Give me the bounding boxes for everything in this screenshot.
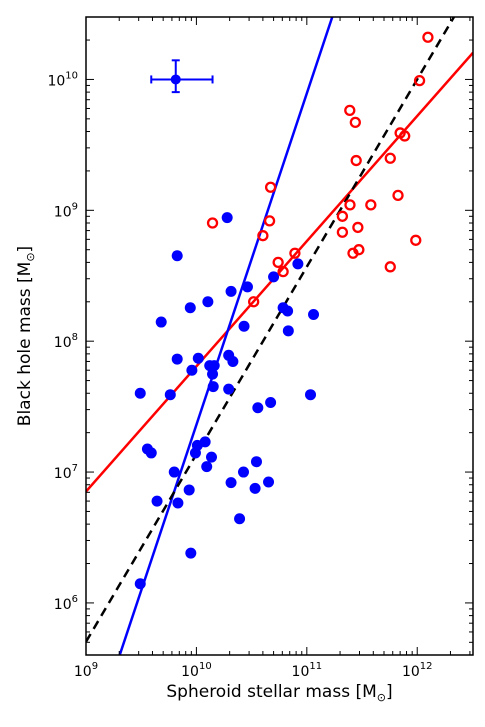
point-blue-35: [201, 461, 213, 473]
point-red-8: [264, 181, 277, 193]
x-axis-label-main: Spheroid stellar mass [M: [166, 682, 376, 702]
x-tick-label: 1012: [402, 661, 433, 680]
point-blue-0: [171, 250, 183, 262]
point-blue-40: [225, 477, 237, 489]
y-tick-label: 1010: [47, 70, 78, 89]
y-axis-label-main: Black hole mass [M: [15, 262, 35, 427]
point-red-11: [365, 199, 377, 211]
point-red-17: [336, 226, 349, 238]
point-blue-7: [238, 320, 250, 332]
point-blue-26: [223, 383, 235, 395]
y-tick-label: 109: [54, 201, 78, 220]
point-red-6: [350, 154, 362, 167]
x-axis-label-close: ]: [386, 682, 393, 702]
point-blue-42: [183, 484, 195, 496]
point-blue-5: [225, 285, 237, 297]
y-tick-label: 107: [54, 463, 78, 482]
point-blue-20: [192, 352, 204, 364]
error-bar: [150, 59, 214, 94]
point-blue-2: [155, 316, 167, 328]
x-tick-label: 1010: [181, 661, 212, 680]
point-red-7: [384, 152, 396, 164]
point-blue-44: [172, 497, 184, 509]
point-blue-39: [263, 476, 275, 488]
fit-line-2: [86, 17, 456, 643]
point-blue-14: [305, 389, 317, 401]
point-blue-12: [282, 325, 294, 337]
point-red-0: [422, 31, 434, 43]
error-bar-center: [170, 74, 181, 85]
point-blue-36: [168, 466, 180, 478]
x-tick-label: 1011: [292, 661, 323, 680]
point-blue-43: [151, 495, 163, 507]
x-axis-label-sub: ⊙: [377, 691, 386, 704]
point-blue-28: [164, 389, 176, 401]
point-blue-47: [134, 578, 146, 590]
point-blue-16: [252, 402, 264, 414]
point-blue-24: [207, 368, 219, 380]
y-axis-label-sub: ⊙: [24, 252, 37, 261]
point-blue-41: [249, 482, 261, 494]
point-red-13: [206, 217, 219, 229]
plot-clipped-group: [86, 17, 473, 655]
point-blue-23: [208, 360, 220, 372]
x-tick-label: 109: [74, 661, 98, 680]
point-red-21: [289, 247, 301, 259]
point-red-2: [344, 104, 356, 117]
point-red-18: [410, 234, 422, 246]
fit-line-1: [118, 17, 334, 655]
point-blue-18: [227, 355, 239, 367]
point-blue-34: [206, 451, 218, 463]
point-red-12: [336, 210, 349, 222]
point-blue-27: [134, 387, 146, 399]
point-red-16: [257, 230, 269, 242]
point-red-15: [352, 221, 364, 234]
y-tick-label: 106: [54, 594, 78, 613]
point-blue-46: [185, 547, 197, 559]
point-red-24: [384, 261, 396, 273]
y-axis-label: Black hole mass [M⊙]: [15, 246, 37, 426]
point-blue-11: [282, 305, 294, 317]
point-blue-37: [237, 466, 249, 478]
point-blue-1: [221, 212, 233, 224]
axis-ticks: [85, 16, 473, 656]
point-red-9: [392, 189, 404, 202]
point-red-20: [347, 247, 359, 259]
point-blue-33: [189, 447, 201, 459]
point-red-1: [413, 74, 426, 87]
point-blue-19: [171, 353, 183, 365]
point-red-5: [399, 130, 411, 142]
point-blue-21: [186, 364, 198, 376]
point-red-14: [263, 215, 276, 227]
plot-frame: [85, 16, 474, 656]
point-blue-45: [234, 513, 246, 525]
point-blue-8: [268, 271, 280, 283]
y-tick-label: 108: [54, 332, 78, 351]
plot-content: [86, 17, 473, 655]
point-blue-25: [207, 381, 219, 393]
point-blue-4: [202, 296, 214, 308]
point-blue-6: [241, 281, 253, 293]
point-red-25: [248, 296, 260, 308]
point-blue-3: [184, 302, 196, 314]
point-blue-38: [250, 456, 262, 468]
point-red-3: [349, 116, 361, 129]
point-red-23: [277, 265, 289, 278]
axis-tick-labels: 109 1010 1011 1012 106 107 108 109 1010: [47, 70, 432, 680]
point-blue-15: [265, 396, 277, 408]
y-axis-label-close: ]: [15, 246, 35, 253]
point-blue-32: [199, 436, 211, 448]
point-blue-13: [308, 308, 320, 320]
x-axis-label: Spheroid stellar mass [M⊙]: [166, 682, 392, 704]
point-blue-30: [145, 447, 157, 459]
point-red-10: [344, 199, 356, 211]
point-red-22: [272, 256, 284, 269]
point-blue-9: [292, 258, 304, 270]
